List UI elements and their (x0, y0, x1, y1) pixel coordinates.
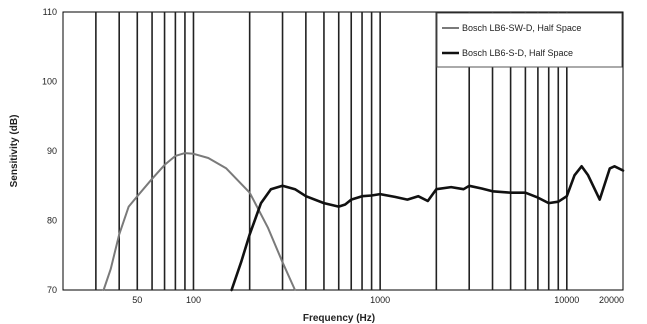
y-tick-label: 70 (47, 285, 57, 295)
x-tick-label: 50 (132, 295, 142, 305)
legend-label: Bosch LB6-S-D, Half Space (462, 48, 573, 58)
series-line (230, 165, 625, 292)
y-axis-label: Sensitivity (dB) (9, 115, 20, 188)
y-tick-label: 90 (47, 146, 57, 156)
x-axis-ticks: 50 100 1000 10000 20000 (132, 295, 624, 305)
legend-label: Bosch LB6-SW-D, Half Space (462, 23, 581, 33)
legend: Bosch LB6-SW-D, Half Space Bosch LB6-S-D,… (436, 12, 623, 68)
x-tick-label: 20000 (599, 295, 624, 305)
y-tick-label: 80 (47, 216, 57, 226)
legend-box (436, 12, 623, 68)
x-tick-label: 100 (186, 295, 201, 305)
y-tick-label: 110 (43, 7, 57, 17)
series-lines (102, 152, 625, 292)
x-tick-label: 1000 (370, 295, 390, 305)
y-axis-ticks: 70 80 90 100 110 (42, 7, 57, 295)
x-tick-label: 10000 (554, 295, 579, 305)
x-axis-label: Frequency (Hz) (303, 313, 375, 324)
y-tick-label: 100 (42, 77, 57, 87)
